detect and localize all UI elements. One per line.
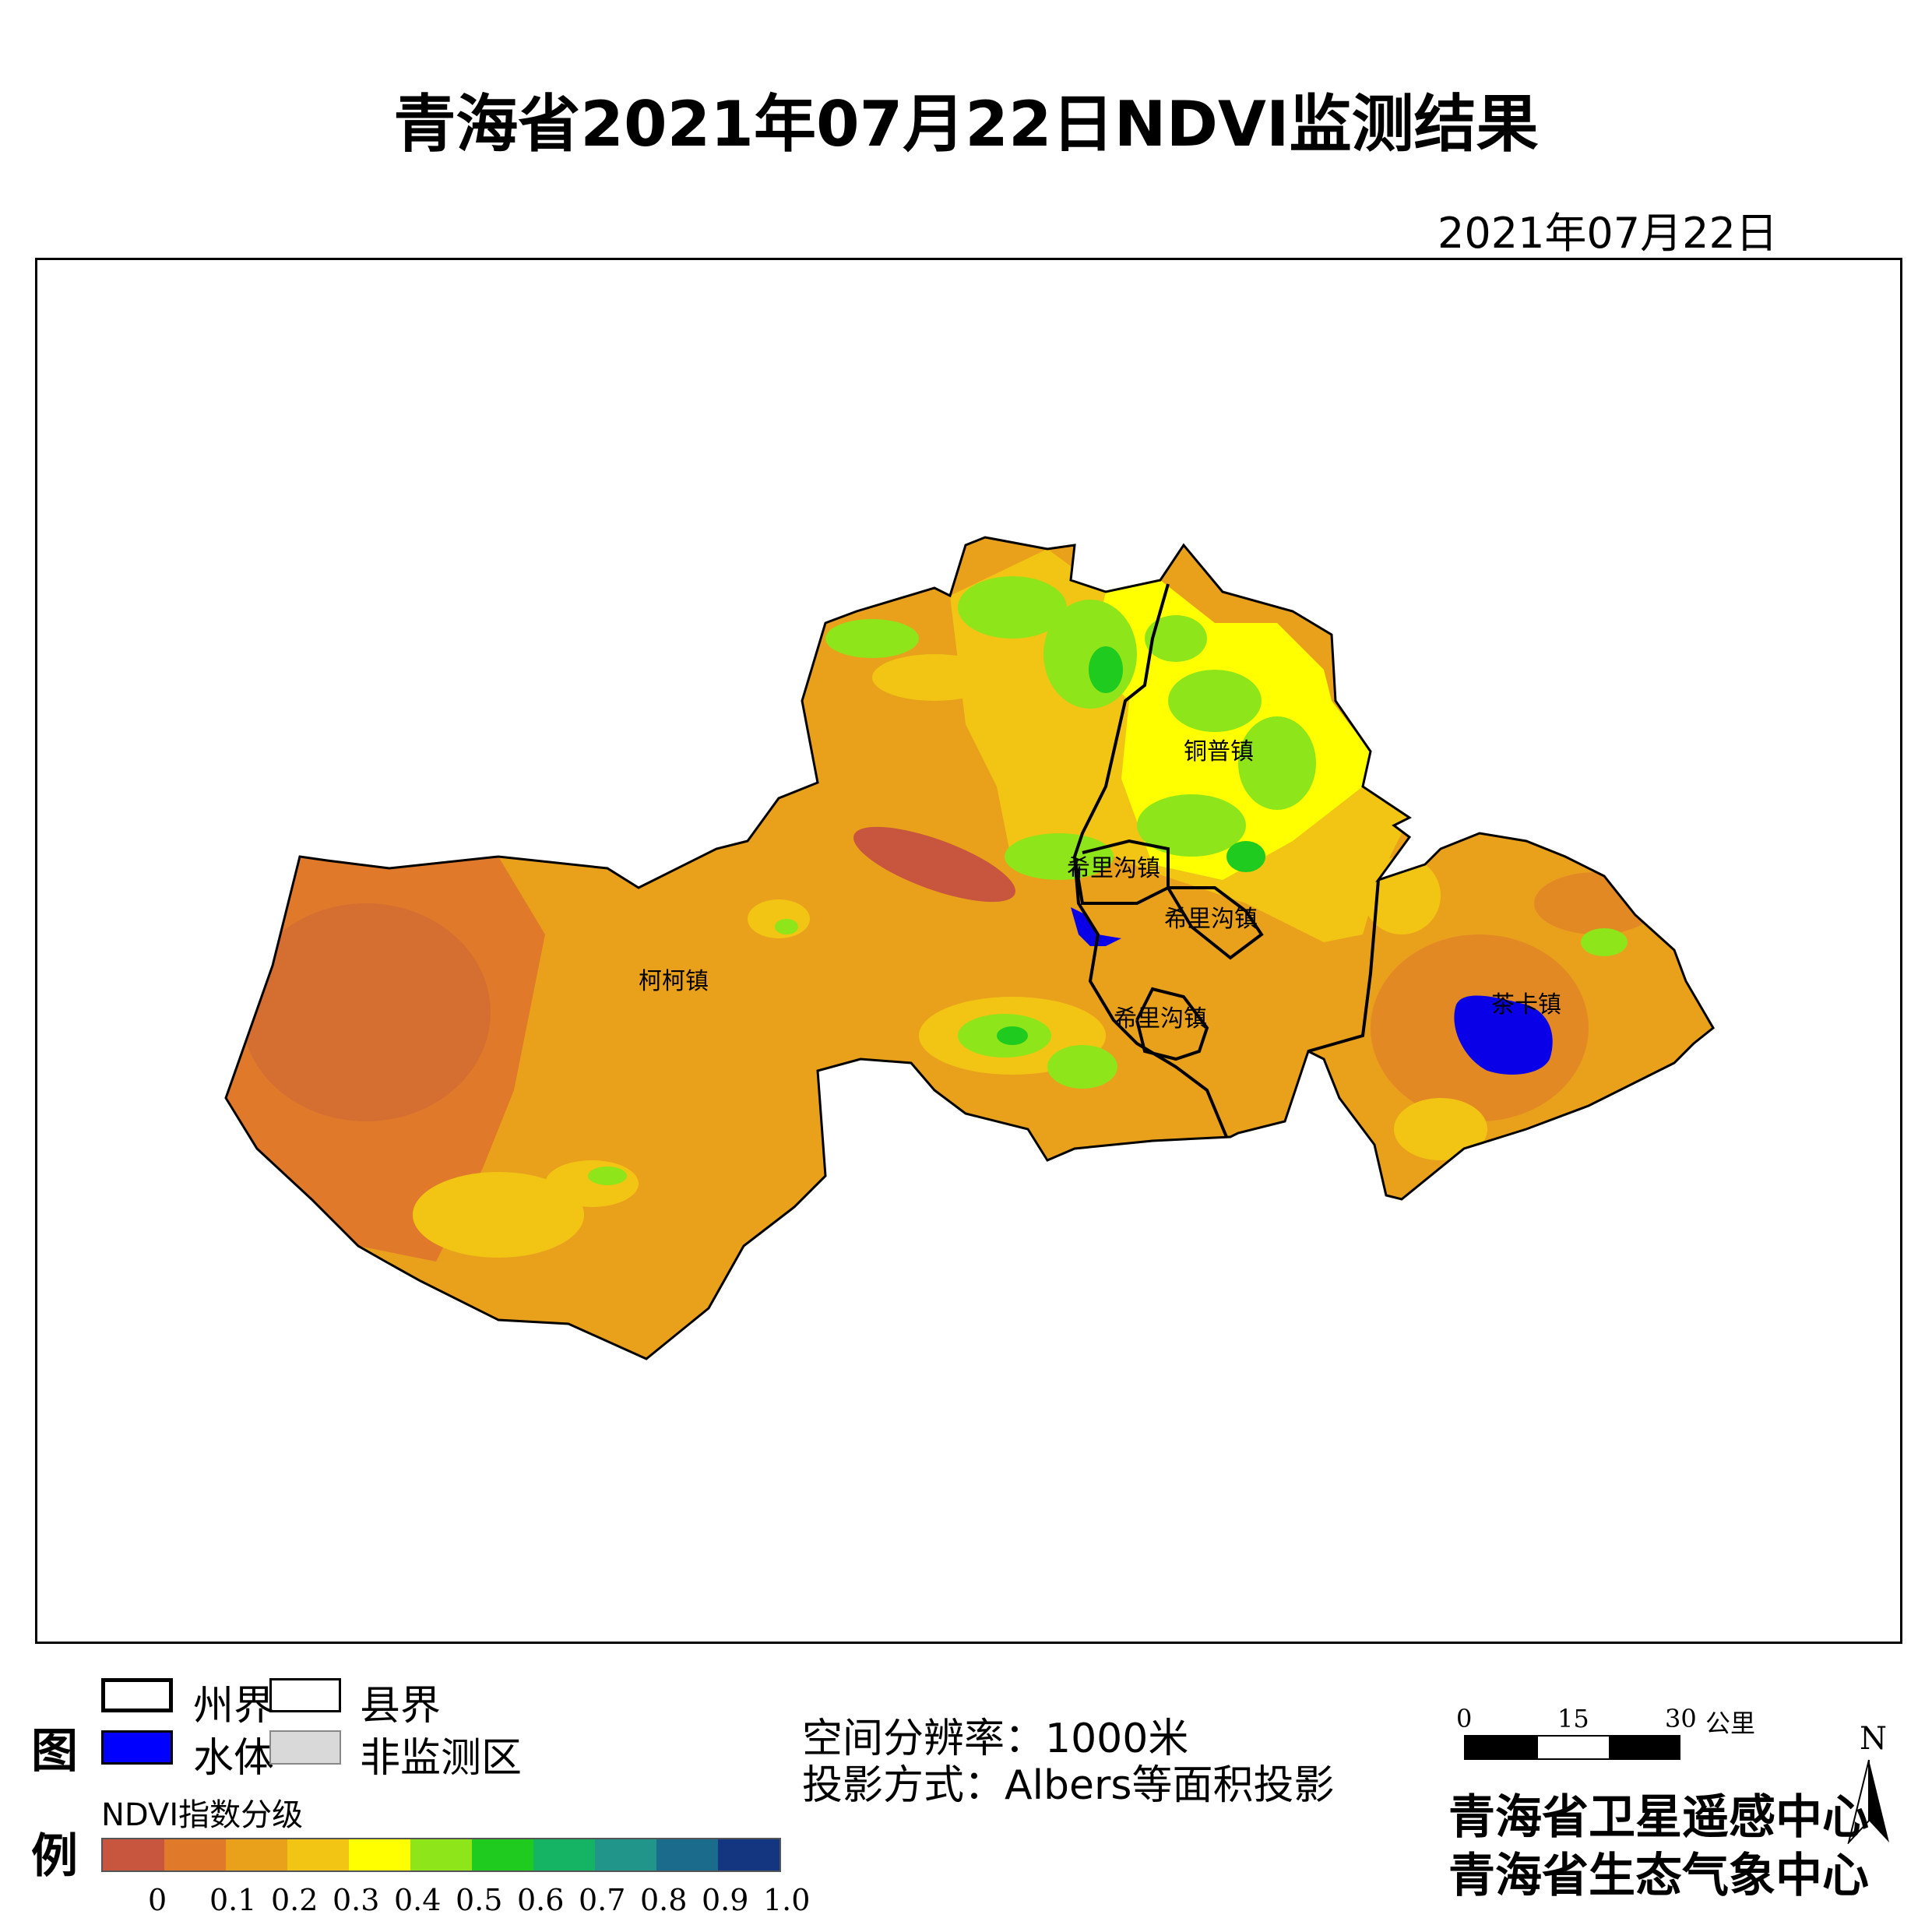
place-label-xiligou-1: 希里沟镇 — [1067, 855, 1160, 882]
org-name-1: 青海省卫星遥感中心 — [1448, 1790, 1869, 1845]
ndvi-class-3 — [287, 1839, 349, 1870]
ndvi-class-7 — [533, 1839, 595, 1870]
map-frame — [35, 258, 1902, 1644]
ndvi-tick-label: 0.2 — [271, 1883, 318, 1917]
ndvi-tick-label: 1.0 — [763, 1883, 811, 1917]
ndvi-class-0 — [103, 1839, 164, 1870]
ndvi-tick-label: 0.9 — [702, 1883, 749, 1917]
ndvi-tick-label: 0.5 — [456, 1883, 503, 1917]
prefecture-boundary-label: 州界 — [193, 1683, 275, 1730]
ndvi-class-6 — [472, 1839, 533, 1870]
place-label-chaka: 茶卡镇 — [1491, 991, 1561, 1019]
legend-heading-2: 例 — [31, 1829, 78, 1884]
scalebar-label-0: 0 — [1456, 1704, 1473, 1733]
ndvi-tick-label: 0.7 — [579, 1883, 626, 1917]
ndvi-tick-label: 0.6 — [517, 1883, 565, 1917]
ndvi-tick-label: 0.8 — [640, 1883, 688, 1917]
ndvi-class-1 — [164, 1839, 226, 1870]
projection-text: 投影方式：Albers等面积投影 — [802, 1762, 1335, 1809]
county-boundary-swatch — [269, 1678, 341, 1712]
scalebar-label-30: 30 — [1665, 1704, 1697, 1733]
prefecture-boundary-swatch — [101, 1678, 173, 1712]
ndvi-map: 铜普镇 希里沟镇 希里沟镇 柯柯镇 希里沟镇 茶卡镇 — [224, 536, 1715, 1360]
county-boundary-label: 县界 — [360, 1683, 442, 1730]
north-arrow-icon — [1847, 1759, 1889, 1844]
ndvi-class-10 — [718, 1839, 779, 1870]
north-label: N — [1860, 1721, 1887, 1757]
place-label-xiligou-3: 希里沟镇 — [1114, 1005, 1207, 1033]
ndvi-class-5 — [410, 1839, 472, 1870]
scalebar-label-15: 15 — [1557, 1704, 1589, 1733]
non-monitored-label: 非监测区 — [360, 1735, 523, 1782]
legend-heading-1: 图 — [31, 1724, 78, 1779]
ndvi-tick-label: 0 — [148, 1883, 167, 1917]
ndvi-class-8 — [595, 1839, 656, 1870]
ndvi-tick-label: 0.3 — [333, 1883, 380, 1917]
ndvi-legend-title: NDVI指数分级 — [101, 1797, 304, 1833]
map-title: 青海省2021年07月22日NDVI监测结果 — [393, 88, 1539, 160]
map-date: 2021年07月22日 — [1438, 209, 1778, 258]
org-name-2: 青海省生态气象中心 — [1448, 1849, 1869, 1903]
ndvi-class-2 — [226, 1839, 287, 1870]
ndvi-class-4 — [349, 1839, 410, 1870]
non-monitored-swatch — [269, 1730, 341, 1765]
scalebar-unit: 公里 — [1705, 1709, 1756, 1738]
resolution-text: 空间分辨率：1000米 — [802, 1716, 1189, 1762]
scale-bar — [1464, 1735, 1680, 1760]
ndvi-color-ramp — [101, 1838, 781, 1872]
place-label-xiligou-2: 希里沟镇 — [1164, 906, 1258, 933]
place-label-tongpu: 铜普镇 — [1184, 738, 1254, 765]
water-swatch — [101, 1730, 173, 1765]
place-label-keke: 柯柯镇 — [639, 968, 709, 995]
ndvi-tick-label: 0.4 — [394, 1883, 442, 1917]
water-label: 水体 — [193, 1735, 275, 1782]
ndvi-class-9 — [656, 1839, 718, 1870]
ndvi-tick-label: 0.1 — [209, 1883, 257, 1917]
